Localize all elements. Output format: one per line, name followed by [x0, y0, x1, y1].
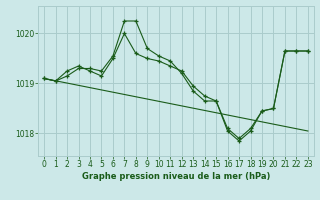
X-axis label: Graphe pression niveau de la mer (hPa): Graphe pression niveau de la mer (hPa) — [82, 172, 270, 181]
